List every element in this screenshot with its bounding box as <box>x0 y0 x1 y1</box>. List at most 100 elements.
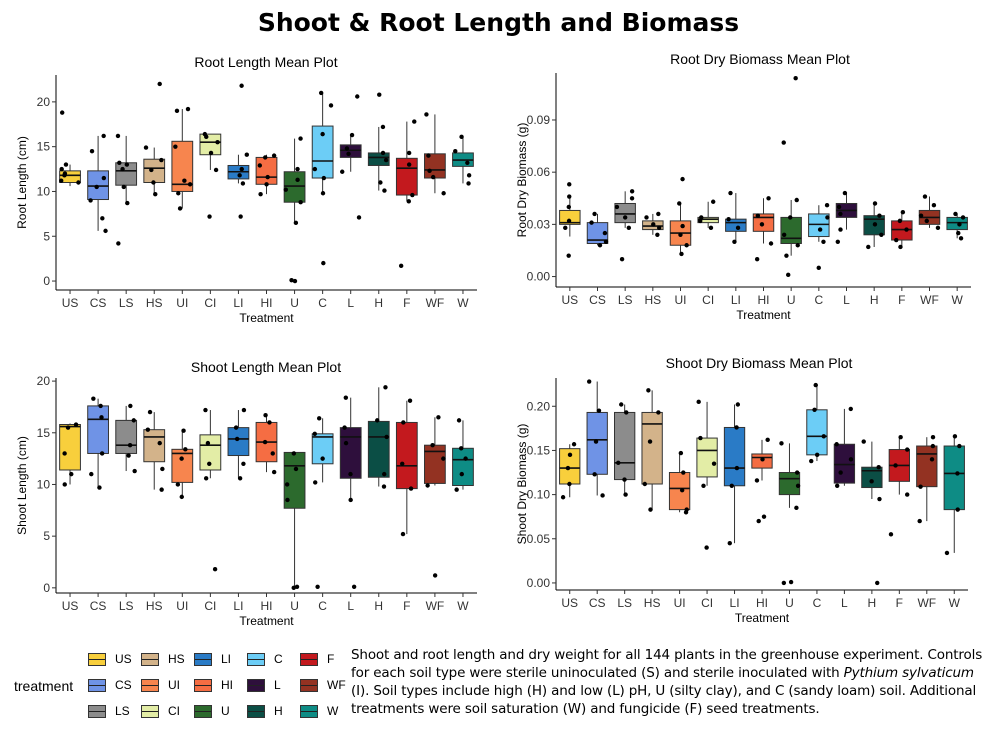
box-CI <box>697 216 719 224</box>
data-point <box>432 573 438 578</box>
data-point <box>905 447 910 452</box>
y-tick-label: 0.15 <box>527 443 551 457</box>
data-point <box>684 507 689 512</box>
y-tick-label: 0.06 <box>527 165 551 179</box>
box-LI <box>227 427 250 457</box>
data-point <box>205 440 211 446</box>
data-point <box>160 466 165 472</box>
data-point <box>571 442 577 447</box>
x-tick-label: F <box>898 293 905 307</box>
data-point <box>567 452 573 458</box>
x-tick-label: L <box>347 296 354 310</box>
data-point <box>181 428 186 433</box>
data-point <box>213 167 219 173</box>
x-tick-label: LI <box>731 293 741 307</box>
data-point <box>63 162 69 167</box>
x-tick-label: CS <box>589 596 606 610</box>
data-point <box>647 439 653 444</box>
data-point <box>614 204 620 210</box>
data-point <box>918 484 923 489</box>
legend-label: US <box>115 652 132 666</box>
data-point <box>126 453 131 458</box>
data-point <box>834 442 839 447</box>
data-point <box>679 251 684 257</box>
data-point <box>408 486 414 491</box>
treatment-legend: treatment US CS LS HS UI CI LI HI U C L H F WF W <box>8 648 348 740</box>
data-point <box>459 471 464 477</box>
data-point <box>132 468 137 474</box>
chart-title: Root Length Mean Plot <box>194 54 337 70</box>
box-UI <box>171 448 194 483</box>
y-tick-label: 5 <box>43 229 50 243</box>
data-point <box>436 415 441 420</box>
data-point <box>207 214 212 219</box>
legend-swatch <box>141 679 159 692</box>
data-point <box>935 225 941 231</box>
box-C <box>806 409 828 456</box>
legend-swatch <box>141 653 159 666</box>
data-point <box>382 188 387 193</box>
data-point <box>285 497 290 503</box>
x-tick-label: C <box>814 293 823 307</box>
legend-swatch <box>88 653 106 666</box>
legend-label: CI <box>168 704 180 718</box>
data-point <box>836 204 842 210</box>
data-point <box>795 243 800 248</box>
data-point <box>349 132 355 138</box>
data-point <box>459 134 464 140</box>
data-point <box>898 244 903 250</box>
data-point <box>838 470 843 475</box>
y-tick-label: 0 <box>43 274 50 288</box>
data-point <box>897 218 903 224</box>
data-point <box>877 213 882 218</box>
x-tick-label: CI <box>702 293 714 307</box>
data-point <box>412 119 417 124</box>
data-point <box>838 227 843 232</box>
data-point <box>237 476 243 481</box>
box-W <box>943 445 965 511</box>
root-length-chart: Root Length Mean Plot 0 5 10 15 20 US CS LS HS UI C… <box>15 54 477 325</box>
data-point <box>596 408 602 413</box>
box-UI <box>171 140 194 192</box>
data-point <box>788 215 793 220</box>
data-point <box>680 223 685 229</box>
data-point <box>115 133 121 139</box>
data-point <box>684 243 689 248</box>
data-point <box>143 145 149 150</box>
y-tick-label: 5 <box>43 529 50 543</box>
data-point <box>375 418 380 423</box>
legend-label: LI <box>221 652 232 666</box>
y-tick-label: 0.09 <box>527 113 551 127</box>
data-point <box>603 239 609 244</box>
data-point <box>312 166 318 172</box>
x-tick-label: U <box>787 293 796 307</box>
data-point <box>861 439 866 444</box>
data-point <box>958 236 964 241</box>
legend-swatch <box>194 653 212 666</box>
data-point <box>619 402 624 407</box>
y-tick-label: 10 <box>37 184 51 198</box>
data-point <box>592 472 597 477</box>
legend-label: F <box>327 652 335 666</box>
box-US <box>59 424 81 471</box>
x-tick-label: L <box>347 599 354 613</box>
data-point <box>463 456 468 461</box>
data-point <box>567 481 572 487</box>
x-tick-label: WF <box>917 596 936 610</box>
legend-label: WF <box>327 678 346 692</box>
data-point <box>182 178 187 183</box>
data-point <box>904 227 909 232</box>
data-point <box>642 481 648 487</box>
data-point <box>656 211 661 217</box>
data-point <box>656 410 661 415</box>
data-point <box>116 241 121 246</box>
data-point <box>710 199 716 204</box>
x-tick-label: WF <box>426 599 445 613</box>
data-point <box>619 256 625 262</box>
data-point <box>343 440 349 446</box>
data-point <box>922 194 928 199</box>
chart-title: Root Dry Biomass Mean Plot <box>670 51 850 67</box>
data-point <box>400 531 406 537</box>
x-axis-label: Treatment <box>735 611 790 625</box>
data-point <box>466 181 471 186</box>
